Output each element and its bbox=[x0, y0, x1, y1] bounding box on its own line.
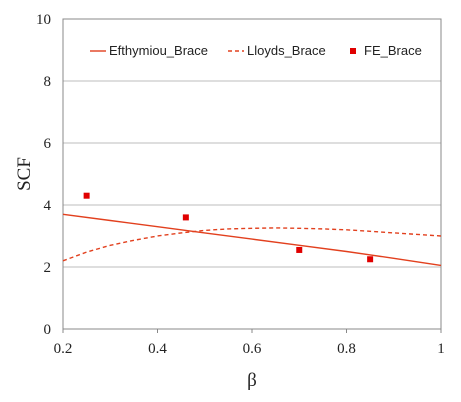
legend-label-lloyds-brace: Lloyds_Brace bbox=[247, 43, 326, 58]
legend-marker-fe-brace bbox=[350, 48, 356, 54]
series-layer bbox=[62, 192, 442, 267]
efthymiou-brace-line bbox=[62, 213, 442, 267]
legend-label-fe-brace: FE_Brace bbox=[364, 43, 422, 58]
legend: Efthymiou_Brace Lloyds_Brace FE_Brace bbox=[90, 43, 422, 58]
legend-label-efthymiou-brace: Efthymiou_Brace bbox=[109, 43, 208, 58]
x-tick-label-0.8: 0.8 bbox=[337, 341, 356, 357]
y-axis-title: SCF bbox=[14, 157, 35, 191]
x-tick-label-1: 1 bbox=[437, 341, 445, 357]
y-tick-label-10: 10 bbox=[36, 12, 51, 28]
tick-labels: 0 2 4 6 8 10 0.2 0.4 0.6 0.8 1 bbox=[36, 12, 445, 357]
fe-brace-point-0 bbox=[83, 192, 90, 199]
y-tick-label-4: 4 bbox=[44, 198, 52, 214]
y-tick-label-8: 8 bbox=[44, 74, 52, 90]
fe-brace-point-3 bbox=[367, 256, 374, 263]
y-tick-label-2: 2 bbox=[44, 260, 52, 276]
x-tick-label-0.4: 0.4 bbox=[148, 341, 167, 357]
x-axis-title: β bbox=[247, 370, 257, 391]
fe-brace-point-2 bbox=[296, 246, 303, 253]
y-tick-label-0: 0 bbox=[44, 322, 52, 338]
x-tick-label-0.6: 0.6 bbox=[243, 341, 262, 357]
y-tick-label-6: 6 bbox=[44, 136, 52, 152]
lloyds-brace-line bbox=[62, 227, 442, 262]
fe-brace-point-1 bbox=[182, 214, 189, 221]
x-tick-label-0.2: 0.2 bbox=[54, 341, 73, 357]
plot-frame bbox=[62, 18, 442, 330]
